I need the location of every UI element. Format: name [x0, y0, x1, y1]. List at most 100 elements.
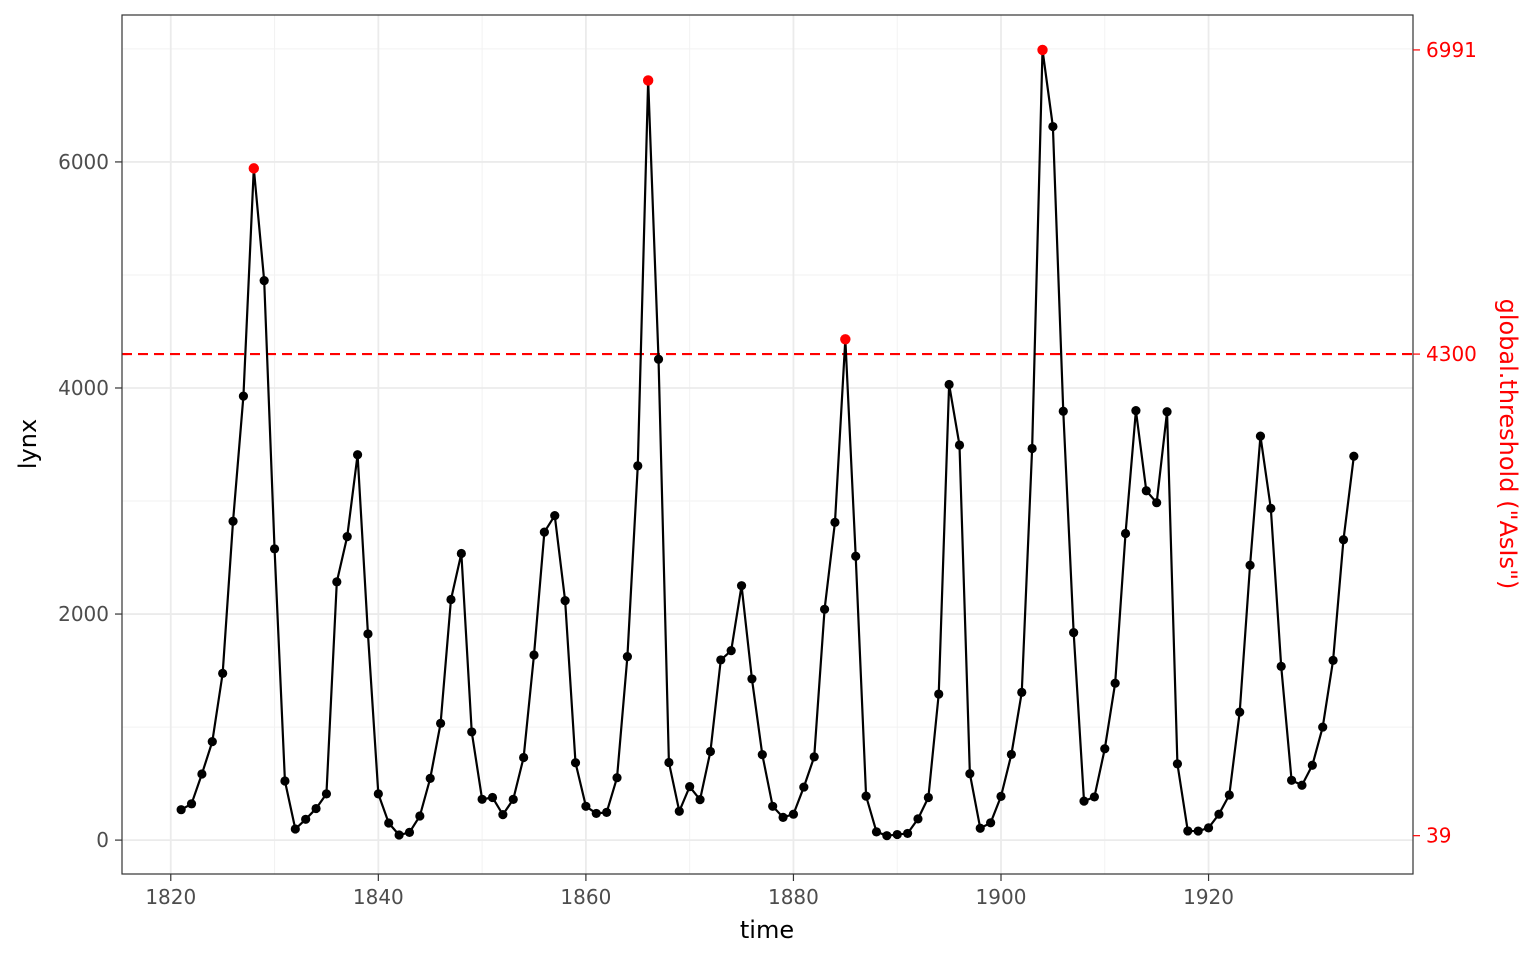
data-point — [1162, 407, 1172, 417]
data-point — [321, 789, 332, 799]
data-point — [965, 769, 975, 779]
data-point — [882, 831, 892, 841]
data-point — [394, 830, 404, 840]
highlighted-data-point — [840, 334, 851, 345]
data-point — [550, 510, 560, 521]
data-point — [280, 776, 290, 786]
data-point — [1349, 451, 1359, 461]
data-point — [1120, 528, 1131, 539]
data-point — [664, 757, 674, 768]
data-point — [425, 773, 435, 783]
data-point — [218, 668, 228, 678]
data-point — [1224, 790, 1234, 800]
data-point — [1276, 661, 1286, 671]
data-point — [736, 581, 747, 591]
data-point — [186, 799, 197, 809]
data-point — [923, 792, 933, 803]
data-point — [1255, 431, 1266, 441]
x-tick-label: 1920 — [1183, 885, 1234, 909]
x-tick-label: 1880 — [768, 885, 819, 909]
data-point — [290, 824, 300, 834]
data-point — [269, 544, 280, 554]
data-point — [238, 391, 249, 401]
data-point — [591, 808, 601, 819]
data-point — [705, 746, 716, 757]
data-point — [768, 801, 778, 811]
data-point — [197, 769, 207, 779]
y-tick-label: 0 — [96, 828, 109, 852]
data-point — [373, 789, 383, 799]
panel-background — [122, 15, 1413, 874]
data-points — [176, 45, 1359, 841]
data-point — [404, 827, 415, 838]
y-tick-label: 6000 — [58, 150, 109, 174]
data-point — [1318, 722, 1328, 732]
data-point — [435, 718, 446, 728]
data-point — [301, 814, 311, 824]
x-tick-label: 1820 — [145, 885, 196, 909]
data-point — [446, 594, 456, 605]
data-point — [176, 805, 186, 815]
data-point — [363, 629, 373, 639]
data-point — [467, 727, 477, 737]
data-point — [1307, 760, 1317, 770]
x-axis-title: time — [740, 916, 794, 944]
data-point — [570, 758, 581, 768]
data-point — [871, 827, 882, 837]
secondary-tick-label: 6991 — [1426, 38, 1477, 62]
data-point — [207, 737, 217, 747]
x-tick-label: 1840 — [353, 885, 404, 909]
data-point — [1100, 744, 1110, 754]
data-point — [1110, 678, 1120, 688]
data-point — [819, 604, 830, 614]
data-point — [259, 276, 269, 286]
data-point — [487, 792, 498, 803]
data-point — [757, 750, 767, 760]
data-point — [716, 655, 726, 665]
secondary-tick-label: 39 — [1426, 824, 1451, 848]
data-point — [477, 794, 487, 804]
data-point — [1006, 749, 1016, 760]
data-point — [384, 818, 394, 828]
data-point — [851, 551, 861, 561]
highlighted-data-point — [1037, 44, 1048, 56]
grid-major — [122, 15, 1413, 874]
highlighted-data-point — [642, 75, 654, 86]
data-point — [539, 527, 549, 537]
data-point — [352, 450, 363, 460]
data-point — [903, 828, 913, 839]
y-tick-label: 4000 — [58, 376, 109, 400]
data-point — [498, 810, 508, 820]
data-point — [519, 752, 529, 763]
data-point — [799, 782, 809, 792]
y-tick-label: 2000 — [58, 602, 109, 626]
data-point — [342, 532, 352, 542]
grid-minor — [122, 15, 1413, 874]
data-point — [1266, 503, 1276, 513]
data-point — [602, 807, 612, 818]
secondary-tick-label: 4300 — [1426, 342, 1477, 366]
data-point — [633, 461, 643, 471]
data-point — [415, 811, 425, 821]
data-point — [996, 791, 1006, 801]
data-point — [809, 752, 819, 762]
data-point — [1214, 809, 1224, 819]
data-point — [1069, 627, 1079, 638]
data-point — [986, 818, 996, 828]
data-point — [1089, 792, 1100, 802]
data-point — [1183, 826, 1193, 836]
data-point — [1152, 498, 1162, 508]
data-point — [685, 782, 695, 792]
data-point — [456, 548, 466, 559]
data-point — [861, 791, 871, 801]
data-point — [1297, 780, 1307, 790]
data-point — [1141, 486, 1151, 496]
data-point — [1172, 759, 1183, 769]
highlighted-points — [248, 44, 1048, 345]
data-point — [581, 801, 591, 811]
secondary-axis-title: global.threshold ("AsIs") — [1494, 299, 1522, 590]
data-point — [1328, 655, 1338, 665]
data-point — [726, 646, 736, 656]
data-point — [311, 803, 321, 814]
